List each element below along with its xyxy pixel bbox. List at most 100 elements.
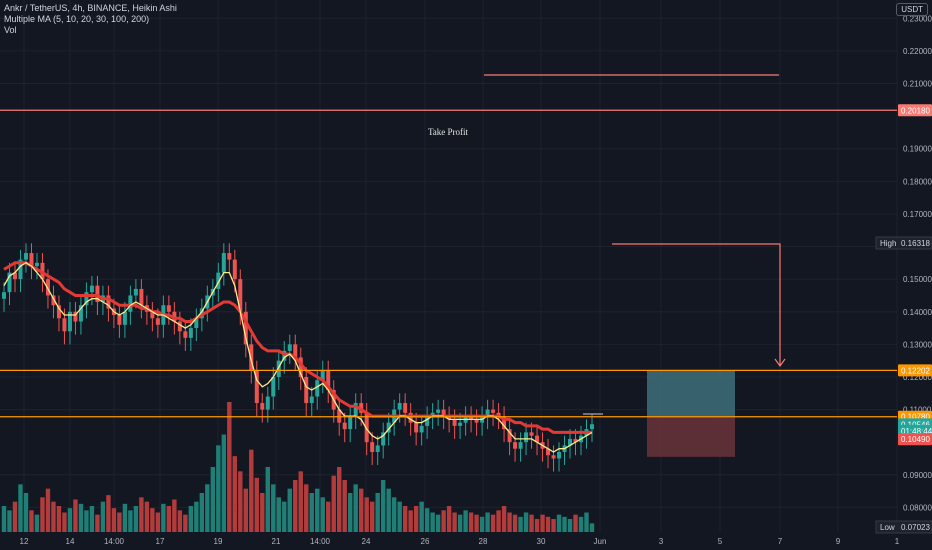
- volume-bar: [485, 512, 490, 532]
- volume-bar: [468, 512, 474, 532]
- candle: [23, 253, 28, 260]
- candle: [491, 409, 496, 413]
- currency-button[interactable]: USDT: [896, 3, 928, 16]
- candle: [293, 344, 298, 358]
- volume-bar: [337, 467, 342, 532]
- volume-bar: [545, 516, 551, 532]
- time-tick-label: 19: [214, 537, 223, 546]
- candle: [67, 311, 72, 332]
- volume-bar: [315, 488, 320, 532]
- candle: [298, 357, 303, 377]
- candle: [436, 409, 441, 413]
- volume-bar: [507, 512, 512, 532]
- drawings: [484, 74, 786, 415]
- volume-bar: [122, 503, 128, 532]
- candle: [513, 442, 518, 449]
- candle: [573, 438, 578, 443]
- price-tag: [898, 104, 932, 117]
- volume-bar: [413, 506, 419, 532]
- candle: [414, 422, 419, 433]
- candle: [551, 455, 556, 459]
- candle: [78, 305, 83, 322]
- high-low-label: High: [880, 239, 896, 248]
- volume-bar: [446, 506, 452, 532]
- time-tick-label: 17: [156, 537, 165, 546]
- price-axis[interactable]: 0.23000 0.22000 0.21000 0.19000 0.18000 0.170…: [875, 14, 932, 534]
- volume-bar: [348, 493, 353, 532]
- volume-bar: [7, 510, 12, 532]
- volume-bar: [139, 497, 144, 532]
- ma-indicator-label[interactable]: Multiple MA (5, 10, 20, 30, 100, 200): [4, 14, 150, 24]
- candle: [590, 424, 594, 430]
- volume-bar: [551, 519, 556, 532]
- volume-bar: [249, 449, 254, 532]
- volume-bar: [584, 512, 589, 532]
- volume-bar: [117, 512, 122, 532]
- time-tick-label: 12: [20, 537, 29, 546]
- time-tick-label: 14:00: [104, 537, 125, 546]
- volume-bar: [282, 501, 287, 532]
- candle: [496, 412, 501, 417]
- candle: [117, 315, 122, 325]
- volume-bar: [298, 471, 303, 532]
- candle: [397, 403, 402, 410]
- candle: [249, 344, 254, 371]
- price-tick-label: 0.08000: [903, 503, 932, 512]
- candle: [106, 295, 111, 309]
- price-tick-label: 0.12000: [903, 373, 932, 382]
- take-profit-label: Take Profit: [428, 127, 469, 137]
- volume-bar: [89, 506, 95, 532]
- volume-bar: [183, 514, 188, 532]
- candle: [265, 396, 270, 410]
- volume-bar: [424, 508, 430, 532]
- volume-bar: [166, 506, 172, 532]
- volume-bar: [435, 514, 441, 532]
- candle: [309, 396, 314, 404]
- volume-bar: [342, 480, 347, 532]
- candle: [353, 403, 358, 417]
- time-tick-label: 5: [718, 537, 723, 546]
- symbol-title[interactable]: Ankr / TetherUS, 4h, BINANCE, Heikin Ash…: [4, 3, 177, 13]
- candle: [133, 288, 138, 296]
- candle: [166, 305, 171, 312]
- price-tag-label: 0.10490: [901, 435, 930, 444]
- volume-bar: [34, 514, 40, 532]
- volume-bar: [567, 519, 573, 532]
- candle: [194, 318, 199, 329]
- volume-bar: [238, 471, 243, 532]
- volume-bar: [29, 510, 34, 532]
- volume-bar: [353, 484, 358, 532]
- volume-bar: [18, 484, 23, 532]
- volume-bar: [479, 516, 485, 532]
- volume-bar: [221, 434, 227, 532]
- candle: [216, 272, 221, 289]
- time-axis[interactable]: 12 14 14:00 17 19 21 14:00 24 26 28 30 Jun 3 5 7 9 1: [20, 537, 900, 546]
- candle: [62, 318, 67, 332]
- volume-bar: [457, 514, 463, 532]
- arrow-line: [612, 243, 781, 365]
- volume-bar: [232, 456, 238, 532]
- candle: [128, 295, 133, 312]
- volume-bar: [260, 493, 265, 532]
- volume-bar: [194, 501, 199, 532]
- volume-bar: [23, 493, 29, 532]
- volume-bar: [320, 497, 325, 532]
- candle: [386, 422, 391, 433]
- volume-indicator-label[interactable]: Vol: [4, 25, 17, 35]
- volume-bar: [380, 480, 386, 532]
- high-tag: [875, 236, 932, 250]
- volume-bar: [172, 499, 177, 532]
- volume-bar: [512, 514, 518, 532]
- volume-bar: [73, 499, 78, 532]
- position-boxes: [647, 370, 735, 457]
- volume-bar: [375, 493, 380, 532]
- price-tag-label: 0.10780: [901, 413, 930, 422]
- candle: [18, 259, 23, 280]
- volume-bar: [276, 497, 281, 532]
- candle: [89, 285, 94, 293]
- volume-bar: [210, 467, 216, 532]
- price-tag-label: 01:48:44: [901, 427, 932, 436]
- volume-bar: [402, 506, 408, 532]
